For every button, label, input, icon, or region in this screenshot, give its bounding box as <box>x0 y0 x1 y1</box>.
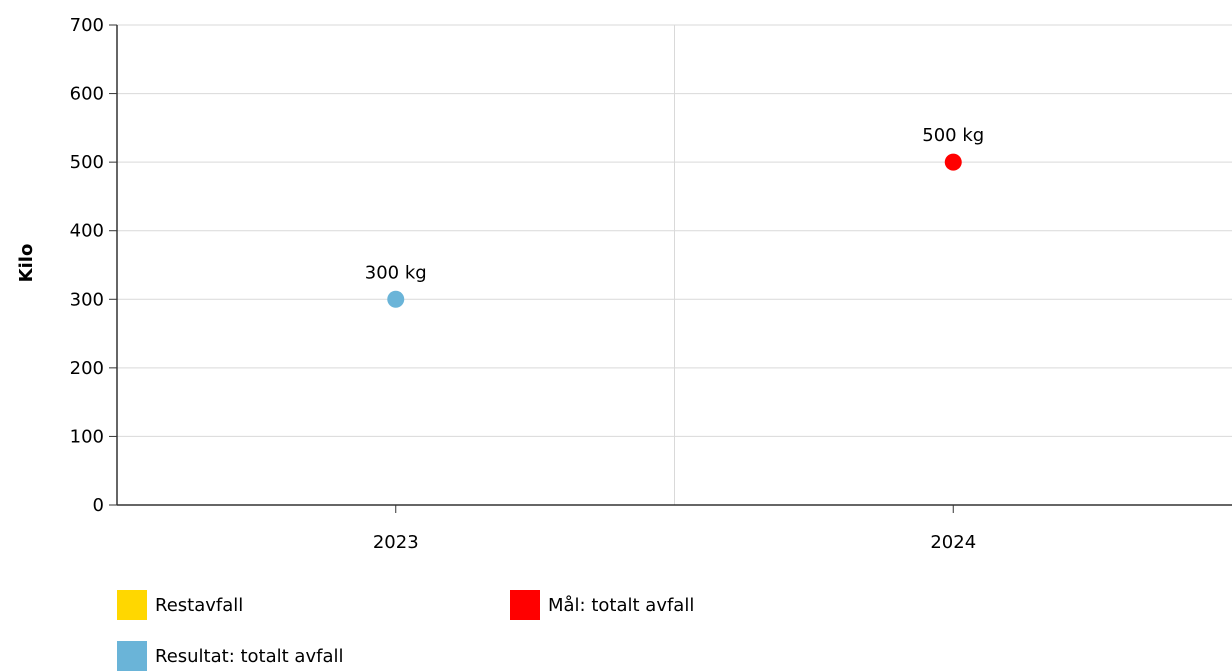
y-tick-label: 200 <box>70 358 104 379</box>
grid <box>117 24 1232 505</box>
axes <box>109 24 1232 513</box>
y-axis-label: Kilo <box>16 244 37 283</box>
x-tick-label: 2024 <box>930 532 976 553</box>
y-tick-label: 500 <box>70 152 104 173</box>
data-label: 300 kg <box>365 262 427 283</box>
y-tick-label: 600 <box>70 84 104 105</box>
data-point <box>944 153 962 171</box>
y-tick-label: 300 <box>70 289 104 310</box>
y-tick-label: 100 <box>70 426 104 447</box>
data-label: 500 kg <box>922 125 984 146</box>
y-tick-label: 700 <box>70 15 104 36</box>
x-tick-label: 2023 <box>373 532 419 553</box>
tick-labels: 0 100 200 300 400 500 600 700 2023 2024 <box>70 15 977 553</box>
data-point <box>387 290 405 308</box>
y-tick-label: 0 <box>93 495 104 516</box>
data-points: 500 kg 300 kg <box>365 125 984 308</box>
y-tick-label: 400 <box>70 221 104 242</box>
